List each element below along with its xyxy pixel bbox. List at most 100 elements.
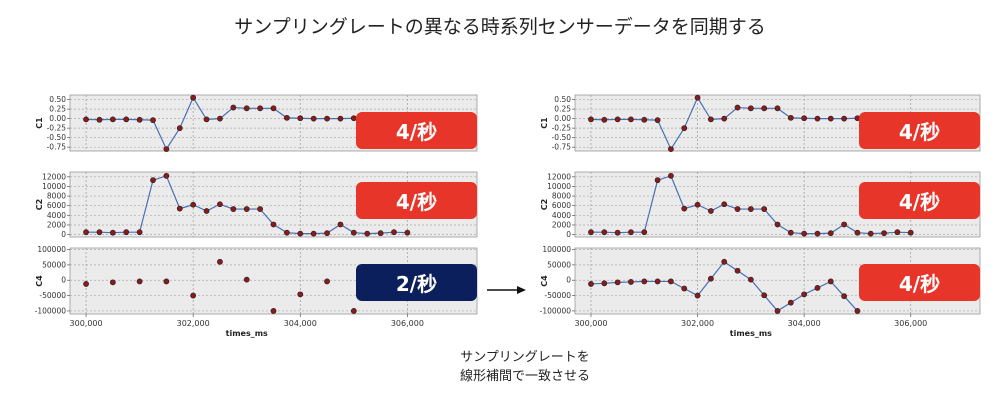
data-point xyxy=(377,230,384,237)
data-point xyxy=(774,221,781,228)
data-point xyxy=(283,114,290,121)
y-tick-label: 0.25 xyxy=(49,105,66,114)
data-point xyxy=(203,116,210,123)
data-point xyxy=(614,116,621,123)
data-point xyxy=(136,278,143,285)
data-point xyxy=(841,293,848,300)
diagram-title: サンプリングレートの異なる時系列センサーデータを同期する xyxy=(234,16,766,38)
x-tick-label: 306,000 xyxy=(391,319,424,328)
data-point xyxy=(628,279,634,285)
data-point xyxy=(391,229,397,236)
data-point xyxy=(217,115,223,122)
data-point xyxy=(721,115,728,122)
data-point xyxy=(297,230,304,237)
data-point xyxy=(109,279,116,286)
data-point xyxy=(827,115,834,122)
data-point xyxy=(203,208,210,214)
y-tick-label: 2000 xyxy=(47,220,66,229)
data-point xyxy=(734,206,741,212)
y-tick-label: 100000 xyxy=(542,245,571,254)
caption-line-1: サンプリングレートを xyxy=(460,350,590,365)
data-point xyxy=(257,105,264,112)
data-point xyxy=(297,115,304,122)
data-point xyxy=(641,116,648,123)
data-point xyxy=(601,116,608,123)
data-point xyxy=(176,205,183,212)
data-point xyxy=(734,267,741,274)
data-point xyxy=(801,291,808,298)
data-point xyxy=(761,105,768,112)
caption-line-2: 線形補間で一致させる xyxy=(459,369,590,384)
data-point xyxy=(136,116,143,123)
data-point xyxy=(734,104,741,111)
data-point xyxy=(588,229,594,236)
data-point xyxy=(628,116,634,123)
data-point xyxy=(217,258,223,265)
data-point xyxy=(230,206,237,212)
sync-arrow xyxy=(487,286,526,294)
data-point xyxy=(123,229,130,236)
data-point xyxy=(867,230,874,237)
data-point xyxy=(694,201,701,208)
data-point xyxy=(894,229,901,236)
data-point xyxy=(814,115,821,122)
y-tick-label: 0.00 xyxy=(49,114,66,123)
data-point xyxy=(787,299,794,306)
x-axis-label: times_ms xyxy=(226,329,268,338)
data-point xyxy=(324,278,330,285)
x-tick-label: 300,000 xyxy=(574,319,607,328)
data-point xyxy=(324,230,330,237)
data-point xyxy=(654,278,661,285)
data-point xyxy=(761,292,768,299)
data-point xyxy=(721,258,728,265)
data-point xyxy=(136,229,143,236)
data-point xyxy=(364,230,371,237)
y-tick-label: 0.50 xyxy=(554,95,571,104)
y-axis-label: C1 xyxy=(35,117,44,129)
data-point xyxy=(270,105,277,112)
y-tick-label: -0.75 xyxy=(47,143,67,152)
data-point xyxy=(628,229,634,236)
y-tick-label: 0 xyxy=(61,230,66,239)
data-point xyxy=(270,308,277,314)
y-tick-label: 6000 xyxy=(47,201,66,210)
data-point xyxy=(641,278,648,285)
data-point xyxy=(668,172,674,179)
sampling-rate-badge: 4/秒 xyxy=(859,182,980,219)
y-tick-label: 50000 xyxy=(547,260,571,269)
data-point xyxy=(163,172,170,179)
y-axis-label: C1 xyxy=(540,117,549,129)
data-point xyxy=(614,279,621,286)
data-point xyxy=(747,276,754,283)
data-point xyxy=(310,230,317,237)
data-point xyxy=(350,229,357,236)
data-point xyxy=(854,308,861,314)
y-tick-label: 2000 xyxy=(552,220,571,229)
x-tick-label: 302,000 xyxy=(177,319,210,328)
data-point xyxy=(324,115,330,122)
data-point xyxy=(707,208,714,214)
data-point xyxy=(654,177,661,184)
y-tick-label: -0.25 xyxy=(552,124,572,133)
data-point xyxy=(801,230,808,237)
data-point xyxy=(337,221,344,228)
data-point xyxy=(841,221,848,228)
y-tick-label: 10000 xyxy=(42,182,66,191)
data-point xyxy=(257,206,264,212)
data-point xyxy=(283,229,290,236)
data-point xyxy=(654,117,661,124)
data-point xyxy=(641,229,648,236)
y-axis-label: C4 xyxy=(35,275,44,287)
sampling-rate-badge: 4/秒 xyxy=(859,264,980,301)
y-tick-label: 12000 xyxy=(42,172,66,181)
data-point xyxy=(150,177,156,184)
data-point xyxy=(774,105,781,112)
data-point xyxy=(694,292,701,299)
data-point xyxy=(230,104,237,111)
data-point xyxy=(814,285,821,291)
data-point xyxy=(787,114,794,121)
data-point xyxy=(176,125,183,132)
data-point xyxy=(163,146,170,152)
sampling-rate-badge: 4/秒 xyxy=(859,112,980,149)
